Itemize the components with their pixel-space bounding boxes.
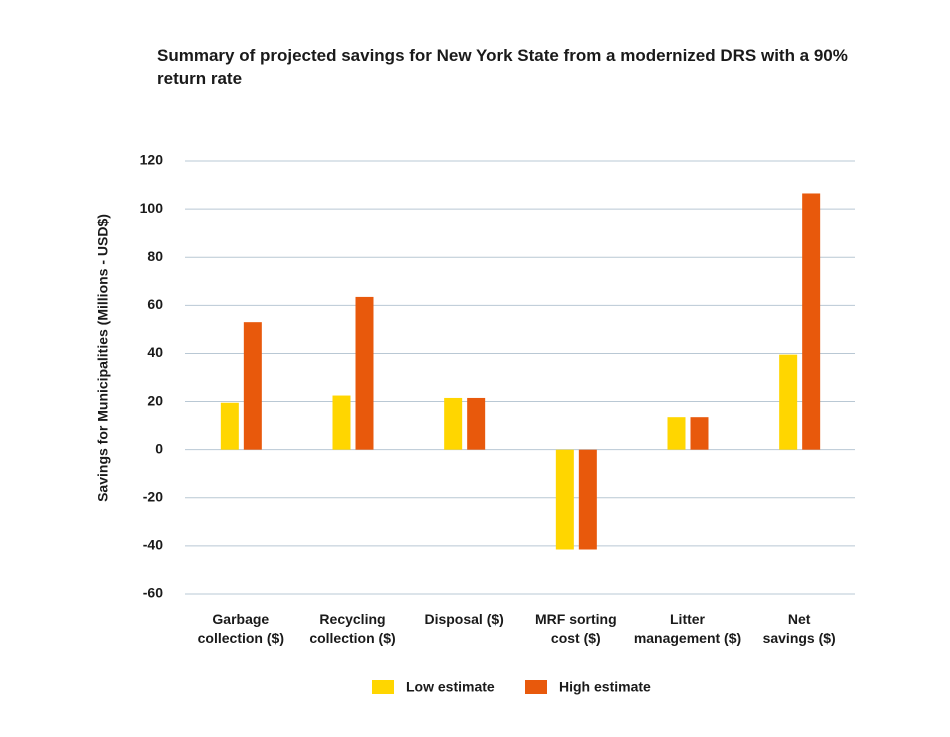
x-tick-label: Litter management ($) [633, 611, 742, 646]
chart-title: Summary of projected savings for New Yor… [157, 46, 848, 88]
legend-label: Low estimate [406, 679, 495, 695]
x-tick-label: MRF sorting cost ($) [535, 611, 617, 646]
bar [355, 296, 374, 450]
x-tick-label: Recycling collection ($) [309, 611, 396, 646]
bar [667, 417, 686, 450]
y-tick-label: 120 [140, 152, 164, 168]
legend-swatch [372, 680, 394, 694]
bar [802, 193, 821, 450]
bar [578, 449, 597, 550]
y-axis-label: Savings for Municipalities (Millions - U… [95, 214, 111, 502]
bar [555, 449, 574, 550]
legend-label: High estimate [559, 679, 651, 695]
bar [779, 354, 798, 450]
y-tick-label: -60 [143, 585, 163, 601]
bar [467, 397, 486, 450]
x-tick-label: Garbage collection ($) [197, 611, 284, 646]
y-tick-label: 60 [147, 296, 163, 312]
x-tick-label: Disposal ($) [424, 611, 504, 627]
y-tick-label: 100 [140, 200, 164, 216]
y-tick-label: 0 [155, 440, 163, 456]
x-tick-label: Net savings ($) [762, 611, 836, 646]
y-tick-label: -40 [143, 537, 163, 553]
y-tick-label: 20 [147, 392, 163, 408]
legend-swatch [525, 680, 547, 694]
bar [690, 417, 709, 450]
y-tick-label: 80 [147, 248, 163, 264]
bar [444, 397, 463, 450]
bar [332, 395, 351, 450]
y-tick-label: -20 [143, 488, 163, 504]
y-tick-label: 40 [147, 344, 163, 360]
bar [243, 322, 262, 450]
bar [220, 402, 239, 450]
